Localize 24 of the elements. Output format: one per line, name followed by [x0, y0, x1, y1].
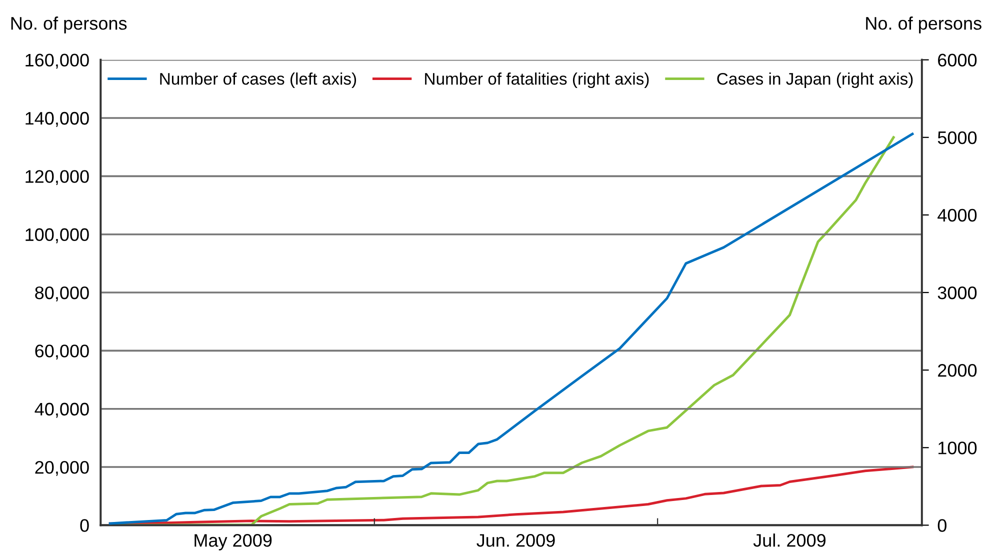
legend-label: Cases in Japan (right axis) [717, 72, 913, 88]
y-tick-label: 140,000 [26, 112, 89, 127]
x-tick-label: Jul. 2009 [753, 534, 826, 547]
y2-tick-label: 6000 [938, 54, 977, 67]
y-tick-label: 40,000 [34, 402, 89, 418]
y2-axis-title: No. of persons [866, 16, 982, 34]
y2-tick-label: 3000 [938, 286, 977, 300]
y-tick-label: 120,000 [26, 170, 89, 186]
legend-label: Number of fatalities (right axis) [425, 72, 649, 88]
y2-tick-label: 2000 [938, 364, 977, 377]
y-axis-title: No. of persons [11, 16, 127, 34]
y2-tick-label: 4000 [938, 208, 977, 222]
y-tick-label: 60,000 [35, 344, 89, 360]
y-tick-label: 0 [80, 519, 89, 532]
y2-tick-label: 1000 [938, 442, 977, 454]
y-tick-label: 100,000 [26, 228, 89, 244]
x-tick-label: May 2009 [194, 534, 272, 550]
y-tick-label: 160,000 [26, 54, 89, 69]
y-tick-label: 20,000 [35, 460, 89, 476]
y-tick-label: 80,000 [35, 286, 89, 302]
y2-tick-label: 5000 [938, 131, 977, 144]
y2-tick-label: 0 [938, 519, 946, 532]
legend-label: Number of cases (left axis) [160, 72, 356, 88]
x-tick-label: Jun. 2009 [476, 534, 555, 547]
